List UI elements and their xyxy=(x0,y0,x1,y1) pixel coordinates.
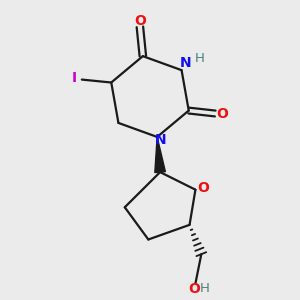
Text: H: H xyxy=(194,52,204,65)
Polygon shape xyxy=(155,137,165,172)
Text: N: N xyxy=(154,133,166,147)
Text: O: O xyxy=(197,181,209,195)
Text: I: I xyxy=(72,71,77,85)
Text: O: O xyxy=(188,282,200,296)
Text: O: O xyxy=(134,14,146,28)
Text: H: H xyxy=(199,282,209,295)
Text: O: O xyxy=(217,106,229,121)
Text: N: N xyxy=(180,56,192,70)
